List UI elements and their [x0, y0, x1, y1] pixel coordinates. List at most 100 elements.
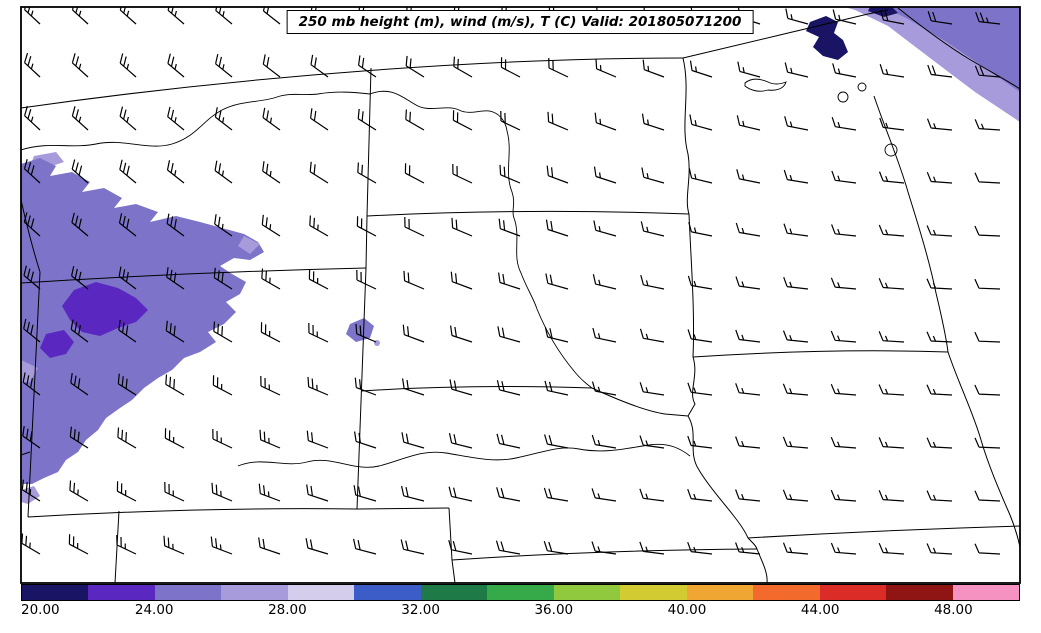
wind-barb — [403, 270, 425, 290]
wind-barb — [448, 539, 473, 555]
wind-barb — [545, 219, 569, 237]
wind-barb — [24, 105, 41, 131]
wind-barb — [640, 274, 665, 290]
wind-barb — [214, 107, 233, 131]
wind-barb — [355, 323, 377, 343]
wind-barb — [70, 319, 89, 343]
colorbar-tick-label: 28.00 — [268, 602, 307, 618]
border-nd-mn-red-river — [682, 57, 690, 215]
wind-speed-shading — [21, 7, 1020, 504]
wind-barb — [974, 65, 1001, 78]
wind-barb — [496, 433, 521, 449]
wind-barb — [926, 118, 953, 131]
missouri-river-nd-sd — [506, 130, 593, 389]
colorbar-tick-label: 20.00 — [21, 602, 60, 618]
border-mt-wy — [21, 267, 367, 284]
colorbar-tick-label: 24.00 — [134, 602, 174, 618]
wind-barb — [689, 60, 713, 78]
wind-barb — [591, 541, 617, 555]
wind-barb — [69, 480, 89, 502]
wind-barb — [450, 271, 473, 290]
wind-barb — [401, 485, 425, 502]
wind-barb — [878, 490, 905, 502]
wind-barb — [591, 381, 617, 396]
wind-barb — [547, 111, 569, 131]
wind-barb — [166, 160, 185, 184]
wind-barb — [975, 11, 1001, 25]
wind-barb — [356, 269, 377, 290]
wind-barb — [71, 106, 89, 131]
border-co-ut — [114, 510, 120, 583]
wind-barb — [165, 374, 185, 396]
wind-barb — [309, 161, 329, 184]
wind-barb — [71, 53, 89, 78]
map-border — [20, 6, 1021, 584]
wind-barb — [262, 7, 281, 25]
devils-lake — [744, 78, 787, 92]
border-ne-ia-missouri — [687, 415, 749, 539]
wind-barb — [926, 225, 953, 237]
wind-barb — [166, 213, 185, 237]
wind-barb — [641, 167, 665, 184]
wind-barb — [68, 534, 89, 555]
wind-barb — [927, 11, 953, 25]
missouri-river-mt — [21, 91, 371, 151]
wind-barb — [119, 7, 137, 25]
colorbar-segment — [354, 585, 421, 600]
wind-barb — [307, 376, 329, 396]
border-ia-wi-mississippi — [947, 351, 1020, 548]
wind-barb — [23, 265, 41, 290]
wind-barb — [402, 378, 425, 396]
wind-barb — [262, 54, 281, 78]
wind-barb — [213, 267, 233, 290]
colorbar-tick-label: 32.00 — [401, 602, 440, 618]
border-mt-sd — [365, 215, 368, 269]
wind-barb — [687, 382, 713, 396]
wind-barb — [308, 269, 329, 290]
wind-barb — [689, 114, 713, 131]
wind-barb — [927, 64, 953, 78]
rivers — [21, 90, 691, 468]
wind-barb — [452, 110, 473, 131]
wind-barb — [782, 436, 809, 449]
wind-barb — [448, 486, 473, 502]
wind-barb — [500, 57, 521, 78]
wind-barb — [449, 379, 473, 396]
border-canada-mn — [682, 9, 889, 59]
border-nd-sd — [366, 210, 690, 217]
colorbar-segment — [620, 585, 687, 600]
wind-barb — [305, 538, 329, 555]
wind-barb — [926, 278, 953, 290]
wind-barb — [23, 212, 41, 237]
wind-barb — [736, 169, 761, 184]
wind-barb — [974, 384, 1001, 396]
mille-lacs-lake — [884, 143, 898, 157]
wind-barb — [878, 171, 905, 184]
wind-barb — [118, 266, 137, 290]
colorbar-segment — [886, 585, 953, 600]
platte-river — [237, 443, 691, 468]
wind-barb — [353, 538, 377, 555]
colorbar-segment — [553, 585, 621, 600]
wind-barb — [258, 537, 281, 555]
wind-barb — [261, 268, 281, 290]
wind-barb — [164, 428, 185, 449]
wind-barb — [880, 10, 905, 25]
wind-barb — [117, 427, 137, 449]
wind-barb — [354, 377, 377, 396]
wind-barb — [639, 488, 665, 502]
colorbar-segment — [420, 585, 488, 600]
wind-barb — [830, 542, 857, 555]
shading-west-light-3 — [21, 360, 38, 382]
border-wy-west — [27, 271, 41, 518]
border-wy-east — [356, 267, 367, 510]
wind-barb — [24, 7, 41, 25]
wind-barb — [164, 481, 185, 502]
border-sd-ia-big-sioux — [687, 356, 696, 417]
wind-barb — [878, 278, 905, 290]
wind-barb — [639, 382, 665, 396]
wind-barb — [214, 214, 233, 237]
wind-barb — [215, 7, 233, 25]
wind-barb — [688, 168, 713, 184]
